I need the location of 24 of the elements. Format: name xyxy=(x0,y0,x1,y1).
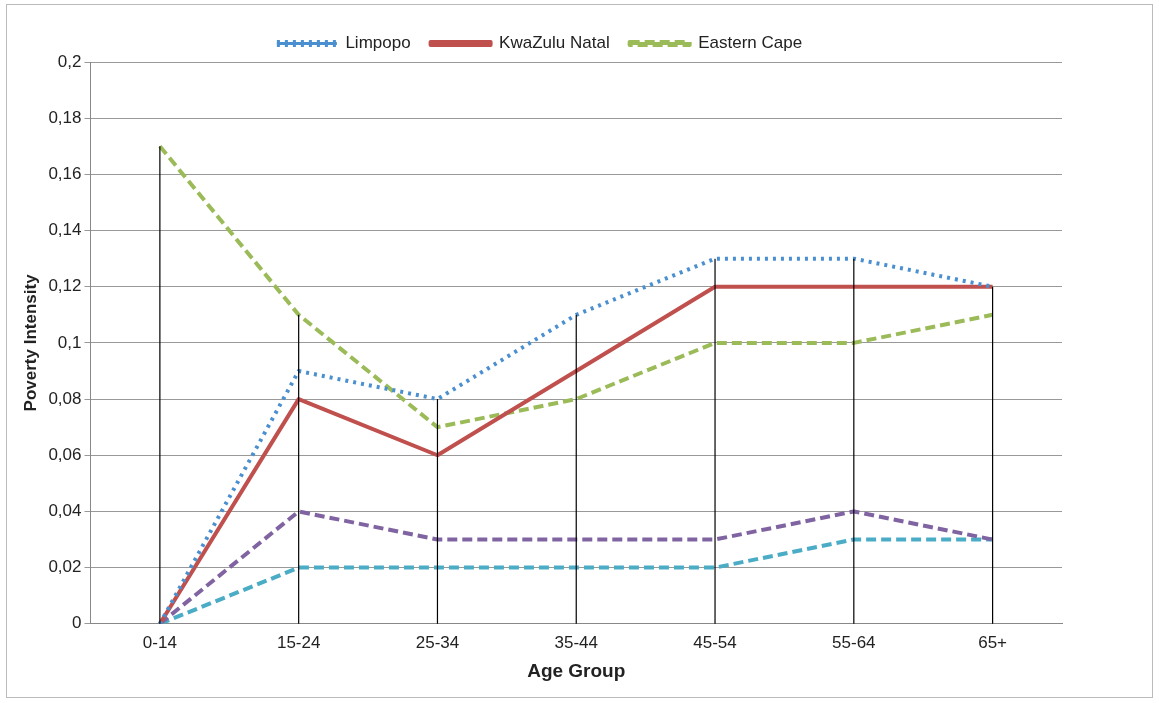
x-tick-label: 45-54 xyxy=(693,632,737,652)
y-tick-label: 0,2 xyxy=(57,51,82,71)
y-tick-label: 0,02 xyxy=(48,557,82,577)
legend-label: KwaZulu Natal xyxy=(499,33,610,53)
x-tick-label: 25-34 xyxy=(415,632,460,652)
x-tick-label: 15-24 xyxy=(276,632,321,652)
x-axis-title: Age Group xyxy=(527,659,626,681)
y-tick-label: 0,16 xyxy=(48,164,82,184)
y-tick-label: 0 xyxy=(72,613,82,633)
x-tick-label: 35-44 xyxy=(554,632,598,652)
x-tick-label: 55-64 xyxy=(832,632,876,652)
y-tick-label: 0,18 xyxy=(48,107,82,127)
legend-label: Eastern Cape xyxy=(698,33,803,53)
y-tick-label: 0,06 xyxy=(48,444,82,464)
y-tick-label: 0,04 xyxy=(48,501,82,521)
y-axis-title: Poverty Intensity xyxy=(20,273,40,412)
y-tick-label: 0,08 xyxy=(48,388,82,408)
y-tick-label: 0,12 xyxy=(48,276,82,296)
line-series xyxy=(157,144,995,430)
y-tick-label: 0,1 xyxy=(57,332,82,352)
x-tick-label: 65+ xyxy=(978,632,1008,652)
x-tick-label: 0-14 xyxy=(142,632,177,652)
y-tick-label: 0,14 xyxy=(48,220,82,240)
legend-label: Limpopo xyxy=(345,33,411,53)
